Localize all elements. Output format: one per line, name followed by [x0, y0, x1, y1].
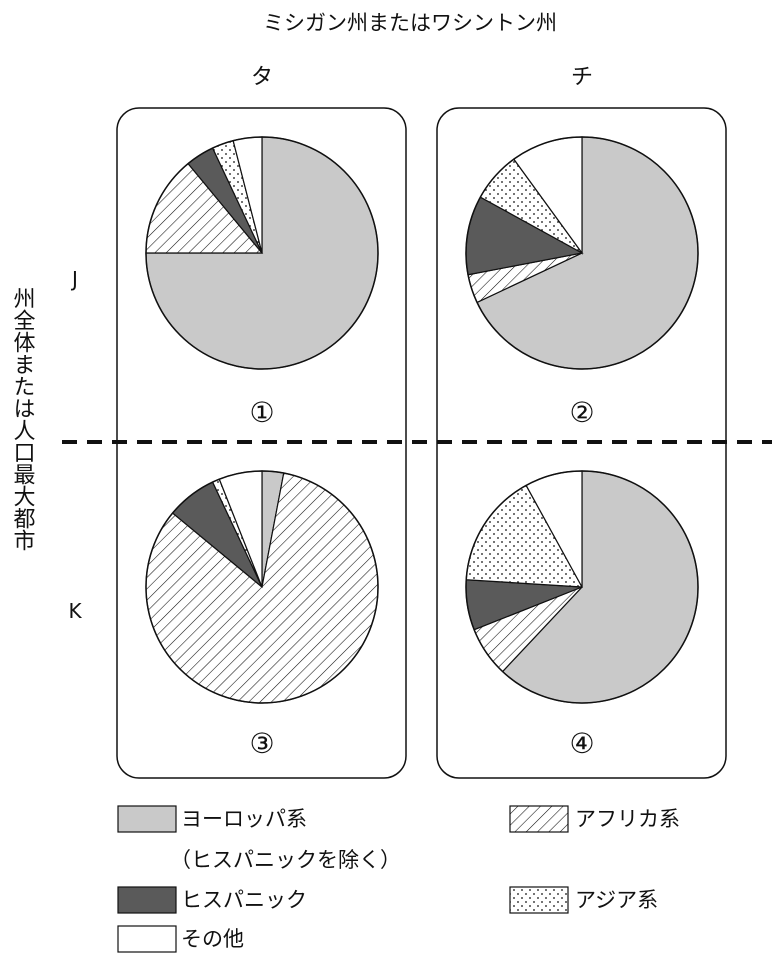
pie-3-outline — [145, 470, 379, 704]
legend-sublabel-euro: （ヒスパニックを除く） — [170, 848, 401, 872]
legend-label-euro: ヨーロッパ系 — [181, 807, 307, 831]
pie-chart-2 — [465, 136, 699, 370]
legend: ヨーロッパ系 （ヒスパニックを除く） アフリカ系 ヒスパニック アジア系 その他 — [117, 805, 680, 953]
legend-label-hisp: ヒスパニック — [181, 888, 307, 912]
legend-swatch-euro — [117, 805, 177, 833]
column-header-chi: チ — [571, 65, 593, 90]
chart-label-3: ③ — [249, 727, 274, 760]
pie-chart-1 — [145, 136, 379, 370]
legend-swatch-other — [117, 925, 177, 953]
row-axis-label: 州全体または人口最大都市 — [10, 287, 36, 551]
legend-label-asia: アジア系 — [575, 888, 658, 912]
pie-1-outline — [145, 136, 379, 370]
legend-swatch-asia — [509, 886, 569, 914]
pie-chart-3 — [145, 470, 379, 704]
legend-label-other: その他 — [181, 927, 244, 951]
row-header-j: J — [70, 267, 78, 291]
chart-label-2: ② — [569, 396, 594, 429]
chart-title: ミシガン州またはワシントン州 — [263, 11, 557, 35]
chart-label-1: ① — [249, 396, 274, 429]
pie-2-outline — [465, 136, 699, 370]
legend-label-afr: アフリカ系 — [575, 807, 680, 831]
legend-swatch-hisp — [117, 886, 177, 914]
pie-chart-4 — [465, 470, 699, 704]
column-header-ta: タ — [251, 65, 273, 90]
chart-label-4: ④ — [569, 727, 594, 760]
pie-4-outline — [465, 470, 699, 704]
row-header-k: K — [68, 599, 82, 623]
legend-swatch-afr — [509, 805, 569, 833]
